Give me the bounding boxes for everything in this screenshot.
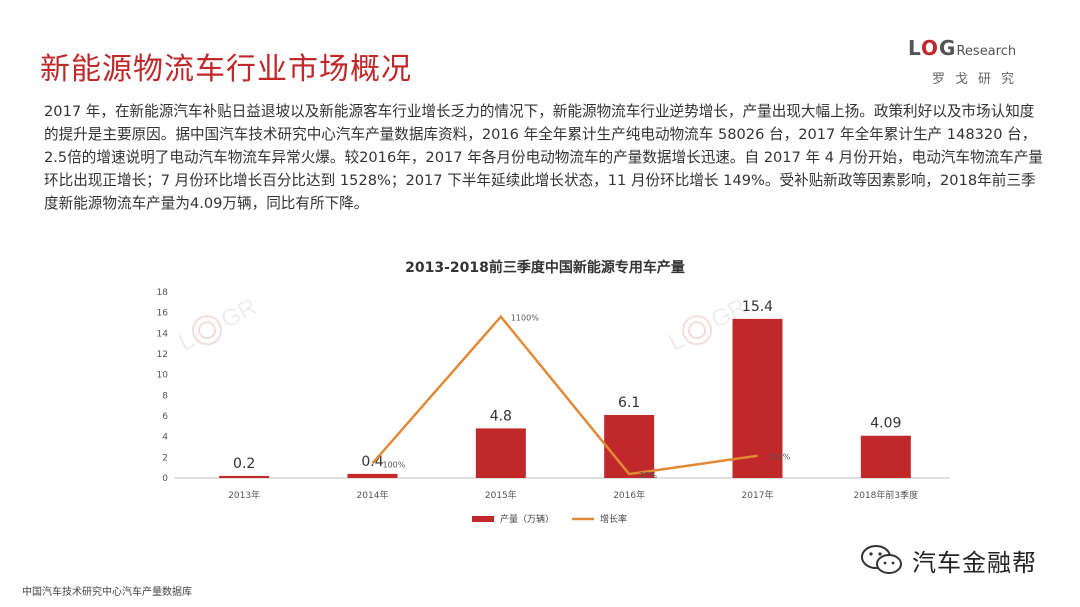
bar-data-label: 4.09 — [870, 416, 901, 432]
bar — [860, 435, 911, 478]
logo-subtitle: 罗戈研究 — [932, 72, 1025, 87]
y-axis: 0 2 4 6 8 10 12 14 16 18 — [157, 288, 169, 484]
bar-data-label: 0.2 — [233, 456, 255, 472]
logo-text: LOGResearch — [908, 36, 1017, 60]
growth-line — [371, 314, 758, 476]
logo: LOGResearch 罗戈研究 — [908, 36, 1058, 92]
x-tick-label: 2015年 — [485, 489, 517, 501]
legend-label-line: 增长率 — [600, 513, 627, 525]
x-tick-label: 2014年 — [357, 489, 389, 501]
y-tick-label: 10 — [157, 371, 169, 381]
wechat-brand: 汽车金融帮 — [858, 542, 1037, 578]
watermark-logo-icon-2: L GR — [664, 293, 751, 352]
line-data-label: 100% — [383, 460, 406, 469]
bar — [347, 473, 398, 478]
chart-title: 2013-2018前三季度中国新能源专用车产量 — [405, 259, 685, 276]
x-tick-label: 2013年 — [228, 489, 260, 501]
wechat-icon — [861, 545, 902, 574]
y-tick-label: 8 — [162, 391, 168, 401]
source-note: 中国汽车技术研究中心汽车产量数据库 — [22, 587, 192, 598]
chart-svg: 2013-2018前三季度中国新能源专用车产量 024681012141618 … — [157, 259, 950, 525]
line-data-label: 152% — [768, 453, 791, 462]
y-tick-label: 4 — [162, 433, 168, 443]
x-axis: 2013年 2014年 2015年 2016年 2017年 2018年前3季度 — [174, 477, 950, 501]
bar-series: 0.2 0.44.86.115.44.09 — [219, 299, 911, 478]
page-title: 新能源物流车行业市场概况 — [40, 52, 412, 87]
x-tick-label: 2018年前3季度 — [854, 489, 919, 501]
line-series: 100% 1100% 27% 152% — [371, 314, 791, 480]
y-tick-label: 12 — [157, 350, 168, 360]
x-tick-label: 2017年 — [742, 489, 774, 501]
line-data-label: 27% — [639, 471, 657, 480]
watermark-logo-icon: L GR — [174, 293, 261, 352]
bar-data-label: 6.1 — [618, 395, 640, 411]
legend-label-bar: 产量（万辆） — [500, 513, 554, 525]
y-tick-label: 6 — [162, 412, 168, 422]
x-tick-label: 2016年 — [613, 489, 645, 501]
bar — [604, 414, 655, 478]
chart-legend: 产量（万辆） 增长率 — [472, 513, 627, 525]
y-tick-label: 2 — [162, 453, 168, 463]
bar — [219, 475, 270, 478]
bar-data-label: 15.4 — [742, 299, 773, 315]
production-chart: 2013-2018前三季度中国新能源专用车产量 0 2 4 6 8 10 12 14 16 18 … — [140, 252, 960, 536]
wechat-account-name: 汽车金融帮 — [912, 548, 1037, 577]
y-tick-label: 16 — [157, 309, 169, 319]
line-data-label: 1100% — [511, 314, 539, 323]
body-paragraph: 2017 年，在新能源汽车补贴日益退坡以及新能源客车行业增长乏力的情况下，新能源… — [44, 103, 1043, 212]
y-tick-label: 14 — [157, 329, 169, 339]
bar-data-label: 4.8 — [490, 408, 512, 424]
bar — [732, 318, 783, 478]
bar — [475, 428, 526, 478]
legend-swatch-bar — [472, 516, 494, 522]
y-tick-label: 0 — [162, 474, 168, 484]
y-tick-label: 18 — [157, 288, 169, 298]
